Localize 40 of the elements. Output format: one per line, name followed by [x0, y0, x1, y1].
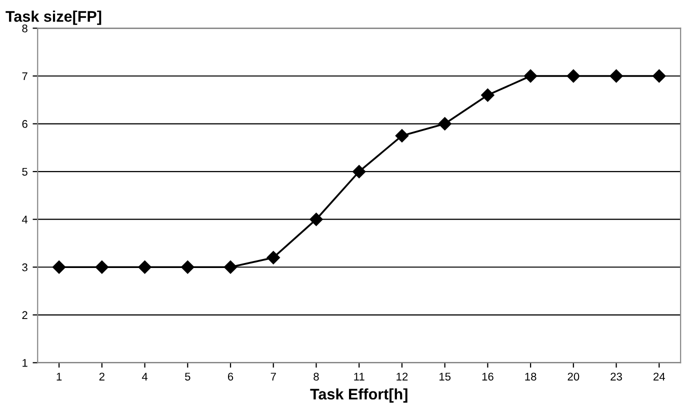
x-tick-label: 12 — [396, 372, 408, 380]
point — [395, 129, 409, 142]
y-tick-label: 2 — [22, 311, 28, 319]
x-tick-label: 4 — [142, 372, 148, 380]
point — [266, 250, 280, 264]
x-tick-label: 15 — [439, 372, 451, 381]
x-tick-label: 6 — [228, 372, 234, 381]
point — [310, 212, 323, 226]
point — [224, 260, 238, 274]
point — [524, 69, 538, 83]
point — [138, 260, 152, 274]
x-tick-label: 8 — [314, 372, 319, 381]
y-tick-label: 5 — [22, 168, 28, 176]
point — [95, 260, 109, 274]
point — [610, 69, 623, 83]
point — [438, 117, 452, 130]
point — [652, 69, 666, 83]
point — [481, 88, 494, 102]
x-tick-label: 11 — [354, 372, 364, 380]
x-axis-title: Task Effort[h] — [310, 388, 408, 403]
x-tick-label: 2 — [99, 372, 104, 380]
x-tick-label: 18 — [525, 372, 536, 381]
y-tick-label: 8 — [22, 24, 28, 32]
x-tick-label: 1 — [56, 372, 62, 380]
y-tick-label: 4 — [22, 216, 28, 224]
x-tick-label: 20 — [568, 372, 580, 381]
x-tick-label: 23 — [610, 372, 622, 381]
point — [181, 260, 194, 274]
y-tick-label: 7 — [22, 72, 28, 80]
y-tick-label: 3 — [22, 263, 28, 272]
x-tick-label: 16 — [482, 372, 494, 381]
x-tick-label: 7 — [270, 372, 276, 380]
point — [352, 164, 366, 178]
x-tick-label: 5 — [185, 372, 190, 381]
y-axis-title: Task size[FP] — [6, 10, 102, 25]
x-tick-label: 24 — [654, 372, 666, 380]
y-tick-label: 1 — [22, 359, 28, 367]
point — [566, 69, 580, 83]
point — [52, 260, 66, 274]
y-tick-label: 6 — [22, 120, 28, 128]
